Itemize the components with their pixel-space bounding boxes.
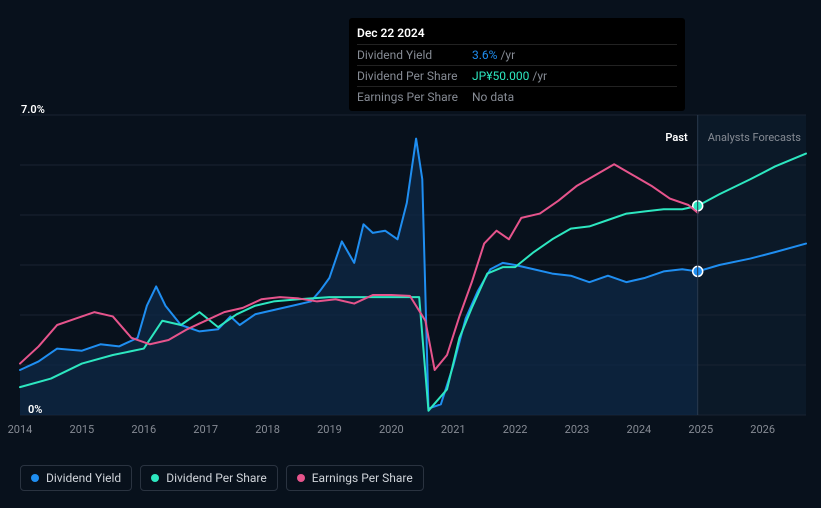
svg-text:2021: 2021 [441, 423, 466, 436]
svg-text:2023: 2023 [565, 423, 590, 436]
chart-tooltip: Dec 22 2024 Dividend Yield3.6%/yrDividen… [349, 18, 685, 111]
tooltip-row-label: Earnings Per Share [357, 88, 472, 106]
svg-text:2022: 2022 [503, 423, 528, 436]
svg-text:2019: 2019 [317, 423, 342, 436]
tooltip-date: Dec 22 2024 [357, 24, 677, 42]
svg-text:2016: 2016 [131, 423, 156, 436]
tooltip-row: Earnings Per ShareNo data [357, 86, 677, 107]
legend-item-label: Earnings Per Share [312, 471, 413, 485]
chart-legend: Dividend Yield Dividend Per Share Earnings… [20, 465, 424, 491]
tooltip-row-value: 3.6% [472, 46, 497, 64]
svg-text:2025: 2025 [688, 423, 713, 436]
svg-text:2024: 2024 [627, 423, 652, 436]
svg-text:7.0%: 7.0% [21, 103, 45, 116]
legend-item[interactable]: Dividend Per Share [140, 465, 278, 491]
tooltip-row-label: Dividend Yield [357, 46, 472, 64]
svg-text:2020: 2020 [379, 423, 404, 436]
tooltip-row-value: JP¥50.000 [472, 67, 529, 85]
legend-dot-icon [151, 474, 159, 482]
tooltip-row-value: No data [472, 88, 514, 106]
legend-item-label: Dividend Yield [46, 471, 121, 485]
legend-dot-icon [31, 474, 39, 482]
svg-text:2017: 2017 [193, 423, 218, 436]
legend-item[interactable]: Earnings Per Share [286, 465, 424, 491]
tooltip-row-unit: /yr [500, 46, 515, 64]
svg-text:2014: 2014 [8, 423, 33, 436]
tooltip-row: Dividend Per ShareJP¥50.000/yr [357, 65, 677, 86]
svg-text:Analysts Forecasts: Analysts Forecasts [708, 131, 802, 144]
svg-text:2026: 2026 [750, 423, 775, 436]
legend-item[interactable]: Dividend Yield [20, 465, 132, 491]
legend-item-label: Dividend Per Share [166, 471, 267, 485]
svg-text:2018: 2018 [255, 423, 280, 436]
svg-text:Past: Past [665, 131, 688, 144]
legend-dot-icon [297, 474, 305, 482]
svg-text:0%: 0% [28, 403, 42, 416]
tooltip-row-label: Dividend Per Share [357, 67, 472, 85]
svg-text:2015: 2015 [70, 423, 95, 436]
tooltip-row: Dividend Yield3.6%/yr [357, 44, 677, 65]
tooltip-row-unit: /yr [532, 67, 547, 85]
